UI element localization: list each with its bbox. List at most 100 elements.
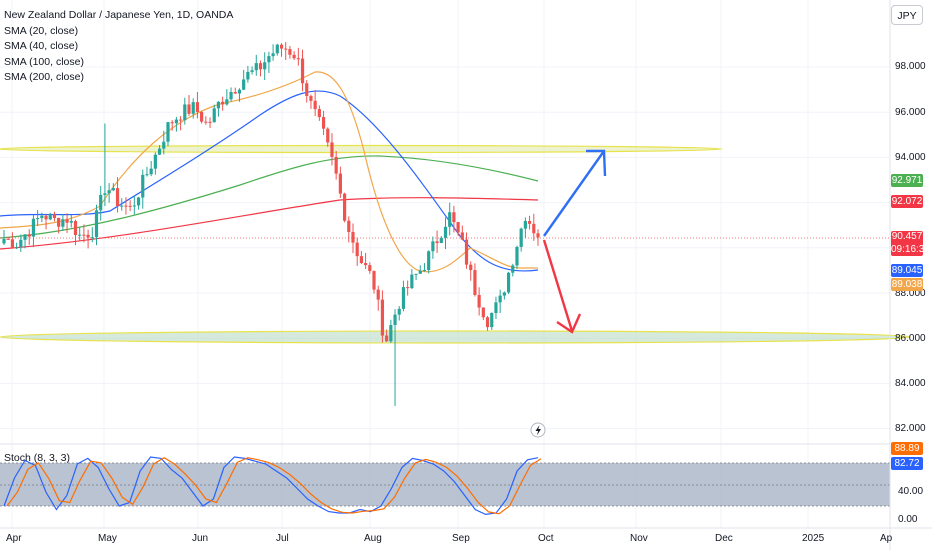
candle-body[interactable]	[464, 239, 469, 265]
candle-body[interactable]	[99, 194, 103, 211]
candle-body[interactable]	[532, 223, 536, 234]
candle-body[interactable]	[418, 270, 422, 274]
candle-body[interactable]	[431, 241, 435, 252]
projection-down-arrow[interactable]	[542, 239, 582, 334]
projection-up-arrow[interactable]	[543, 149, 607, 237]
candle-body[interactable]	[10, 239, 15, 248]
candle-body[interactable]	[410, 274, 414, 289]
candle-body[interactable]	[132, 205, 136, 207]
candle-body[interactable]	[195, 102, 200, 112]
sma20-line[interactable]	[0, 71, 538, 273]
candle-body[interactable]	[536, 233, 540, 238]
candle-body[interactable]	[498, 295, 502, 303]
candle-body[interactable]	[385, 335, 389, 342]
candle-body[interactable]	[309, 95, 313, 101]
candle-body[interactable]	[338, 173, 342, 194]
candle-body[interactable]	[435, 241, 439, 244]
candle-body[interactable]	[364, 263, 368, 266]
candle-body[interactable]	[136, 197, 141, 206]
candle-body[interactable]	[393, 314, 397, 326]
candle-body[interactable]	[124, 205, 128, 207]
candle-body[interactable]	[494, 302, 498, 313]
candle-body[interactable]	[469, 264, 473, 271]
currency-button[interactable]: JPY	[891, 5, 923, 25]
candle-body[interactable]	[170, 122, 174, 124]
candle-body[interactable]	[178, 119, 183, 121]
candle-body[interactable]	[401, 287, 406, 309]
candle-body[interactable]	[6, 238, 10, 240]
candle-body[interactable]	[284, 48, 288, 50]
sma200-legend[interactable]: SMA (200, close)	[4, 71, 84, 83]
candle-body[interactable]	[351, 231, 355, 243]
candle-body[interactable]	[216, 101, 221, 109]
candle-body[interactable]	[229, 91, 233, 100]
candle-body[interactable]	[221, 101, 225, 105]
candle-body[interactable]	[246, 71, 250, 80]
candle-body[interactable]	[527, 220, 532, 224]
sma100-line[interactable]	[0, 155, 539, 239]
candle-body[interactable]	[406, 287, 410, 289]
candle-body[interactable]	[233, 91, 237, 94]
sma40-line[interactable]	[0, 90, 539, 272]
candle-body[interactable]	[73, 220, 78, 236]
candle-body[interactable]	[443, 226, 448, 238]
candle-body[interactable]	[460, 232, 464, 240]
candle-body[interactable]	[380, 299, 385, 336]
candle-body[interactable]	[65, 219, 69, 223]
candle-body[interactable]	[519, 228, 523, 247]
candle-body[interactable]	[485, 317, 490, 328]
candle-body[interactable]	[153, 154, 157, 169]
candle-body[interactable]	[305, 83, 309, 96]
candle-body[interactable]	[427, 251, 431, 271]
candle-body[interactable]	[300, 58, 305, 84]
candle-body[interactable]	[44, 215, 48, 220]
candle-body[interactable]	[313, 100, 317, 110]
sma20-legend[interactable]: SMA (20, close)	[4, 24, 79, 37]
candle-body[interactable]	[267, 56, 271, 63]
candle-body[interactable]	[376, 289, 380, 300]
candle-body[interactable]	[502, 292, 506, 296]
candle-body[interactable]	[2, 238, 6, 244]
support-zone[interactable]	[0, 330, 911, 344]
sma200-line[interactable]	[0, 197, 539, 250]
candle-body[interactable]	[204, 121, 208, 123]
candle-body[interactable]	[36, 218, 40, 220]
candle-series[interactable]	[2, 41, 540, 406]
candle-body[interactable]	[242, 79, 246, 90]
candle-body[interactable]	[317, 109, 321, 118]
candle-body[interactable]	[473, 270, 477, 295]
candle-body[interactable]	[523, 220, 527, 229]
candle-body[interactable]	[237, 89, 242, 94]
candle-body[interactable]	[94, 210, 99, 238]
candle-body[interactable]	[334, 156, 338, 174]
candle-body[interactable]	[15, 247, 19, 249]
candle-body[interactable]	[69, 220, 73, 223]
candle-body[interactable]	[145, 174, 149, 176]
candle-body[interactable]	[258, 63, 263, 70]
candle-body[interactable]	[162, 141, 166, 149]
candle-body[interactable]	[481, 307, 485, 318]
lightning-icon[interactable]	[530, 422, 546, 438]
candle-body[interactable]	[27, 234, 31, 237]
candle-body[interactable]	[414, 273, 418, 275]
candle-body[interactable]	[225, 99, 229, 105]
candle-body[interactable]	[254, 63, 258, 71]
candle-body[interactable]	[40, 215, 44, 219]
candle-body[interactable]	[422, 270, 427, 272]
candle-body[interactable]	[321, 117, 326, 129]
candle-body[interactable]	[200, 111, 204, 122]
candle-body[interactable]	[120, 205, 124, 207]
candle-body[interactable]	[368, 265, 372, 272]
stoch-k-line[interactable]	[3, 456, 539, 516]
candle-body[interactable]	[456, 222, 460, 233]
candle-body[interactable]	[191, 102, 195, 114]
candle-body[interactable]	[61, 219, 65, 227]
candle-body[interactable]	[359, 256, 364, 264]
candle-body[interactable]	[212, 108, 216, 123]
candle-body[interactable]	[515, 246, 519, 266]
candle-body[interactable]	[448, 212, 452, 227]
candle-body[interactable]	[439, 237, 443, 244]
candle-body[interactable]	[166, 122, 170, 142]
candle-body[interactable]	[452, 212, 456, 223]
candle-body[interactable]	[174, 119, 178, 124]
